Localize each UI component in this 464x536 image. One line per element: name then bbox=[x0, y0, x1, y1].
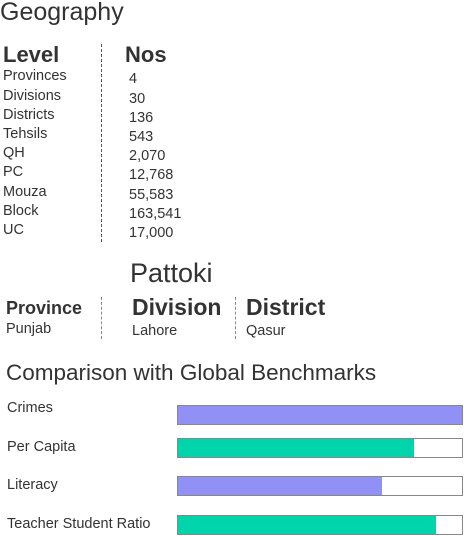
table-row: Districts 136 bbox=[3, 107, 203, 126]
province-value: Punjab bbox=[6, 321, 52, 337]
location-divider bbox=[235, 297, 236, 339]
location-divider bbox=[101, 297, 102, 339]
benchmark-row: Literacy bbox=[0, 476, 464, 501]
nos-cell: 55,583 bbox=[129, 187, 174, 203]
district-value: Qasur bbox=[246, 323, 286, 339]
page-title: Geography bbox=[0, 0, 124, 26]
table-row: Mouza 55,583 bbox=[3, 184, 203, 203]
province-block: Province Punjab bbox=[6, 298, 82, 337]
nos-cell: 136 bbox=[129, 110, 154, 126]
division-value: Lahore bbox=[132, 323, 178, 339]
nos-cell: 12,768 bbox=[129, 167, 174, 183]
benchmark-row: Crimes bbox=[0, 400, 464, 425]
benchmark-bar-fill bbox=[178, 406, 462, 424]
table-row: Tehsils 543 bbox=[3, 126, 203, 145]
nos-cell: 543 bbox=[129, 129, 154, 145]
table-row: UC 17,000 bbox=[3, 222, 203, 241]
nos-column-header: Nos bbox=[125, 42, 167, 67]
nos-cell: 4 bbox=[129, 71, 138, 87]
benchmark-bar-fill bbox=[178, 477, 383, 495]
benchmark-label: Teacher Student Ratio bbox=[7, 516, 151, 532]
table-row: QH 2,070 bbox=[3, 145, 203, 164]
level-cell: Block bbox=[3, 203, 39, 219]
geography-table: Level Nos Provinces 4 Divisions 30 Distr… bbox=[3, 42, 203, 247]
nos-cell: 30 bbox=[129, 90, 146, 107]
benchmark-row: Per Capita bbox=[0, 438, 464, 463]
benchmark-bar-track bbox=[177, 515, 463, 535]
division-label: Division bbox=[132, 294, 222, 320]
level-column-header: Level bbox=[3, 42, 60, 67]
benchmark-bar-fill bbox=[178, 439, 414, 457]
level-cell: Provinces bbox=[3, 68, 67, 84]
table-row: Provinces 4 bbox=[3, 68, 203, 87]
level-cell: Mouza bbox=[3, 184, 47, 200]
table-row: Divisions 30 bbox=[3, 88, 203, 107]
nos-cell: 2,070 bbox=[129, 148, 166, 164]
column-divider bbox=[101, 44, 102, 242]
benchmark-label: Crimes bbox=[7, 400, 53, 416]
province-label: Province bbox=[6, 298, 83, 318]
nos-cell: 17,000 bbox=[129, 225, 174, 241]
benchmark-row: Teacher Student Ratio bbox=[0, 515, 464, 536]
benchmark-bar-track bbox=[177, 438, 463, 458]
level-cell: QH bbox=[3, 145, 25, 161]
benchmark-label: Per Capita bbox=[7, 439, 76, 455]
division-block: Division Lahore bbox=[132, 294, 221, 339]
level-cell: UC bbox=[3, 222, 24, 238]
level-cell: Districts bbox=[3, 107, 55, 123]
table-row: Block 163,541 bbox=[3, 203, 203, 222]
district-block: District Qasur bbox=[246, 294, 325, 339]
nos-cell: 163,541 bbox=[129, 206, 182, 222]
benchmark-label: Literacy bbox=[7, 477, 58, 493]
benchmarks-title: Comparison with Global Benchmarks bbox=[6, 360, 377, 385]
level-cell: Divisions bbox=[3, 87, 62, 104]
level-cell: PC bbox=[3, 164, 24, 180]
level-cell: Tehsils bbox=[3, 126, 48, 142]
benchmark-bar-fill bbox=[178, 516, 437, 534]
benchmark-bar-track bbox=[177, 405, 463, 425]
benchmark-bar-track bbox=[177, 476, 463, 496]
district-label: District bbox=[246, 294, 326, 320]
location-title: Pattoki bbox=[130, 258, 213, 288]
table-row: PC 12,768 bbox=[3, 164, 203, 183]
